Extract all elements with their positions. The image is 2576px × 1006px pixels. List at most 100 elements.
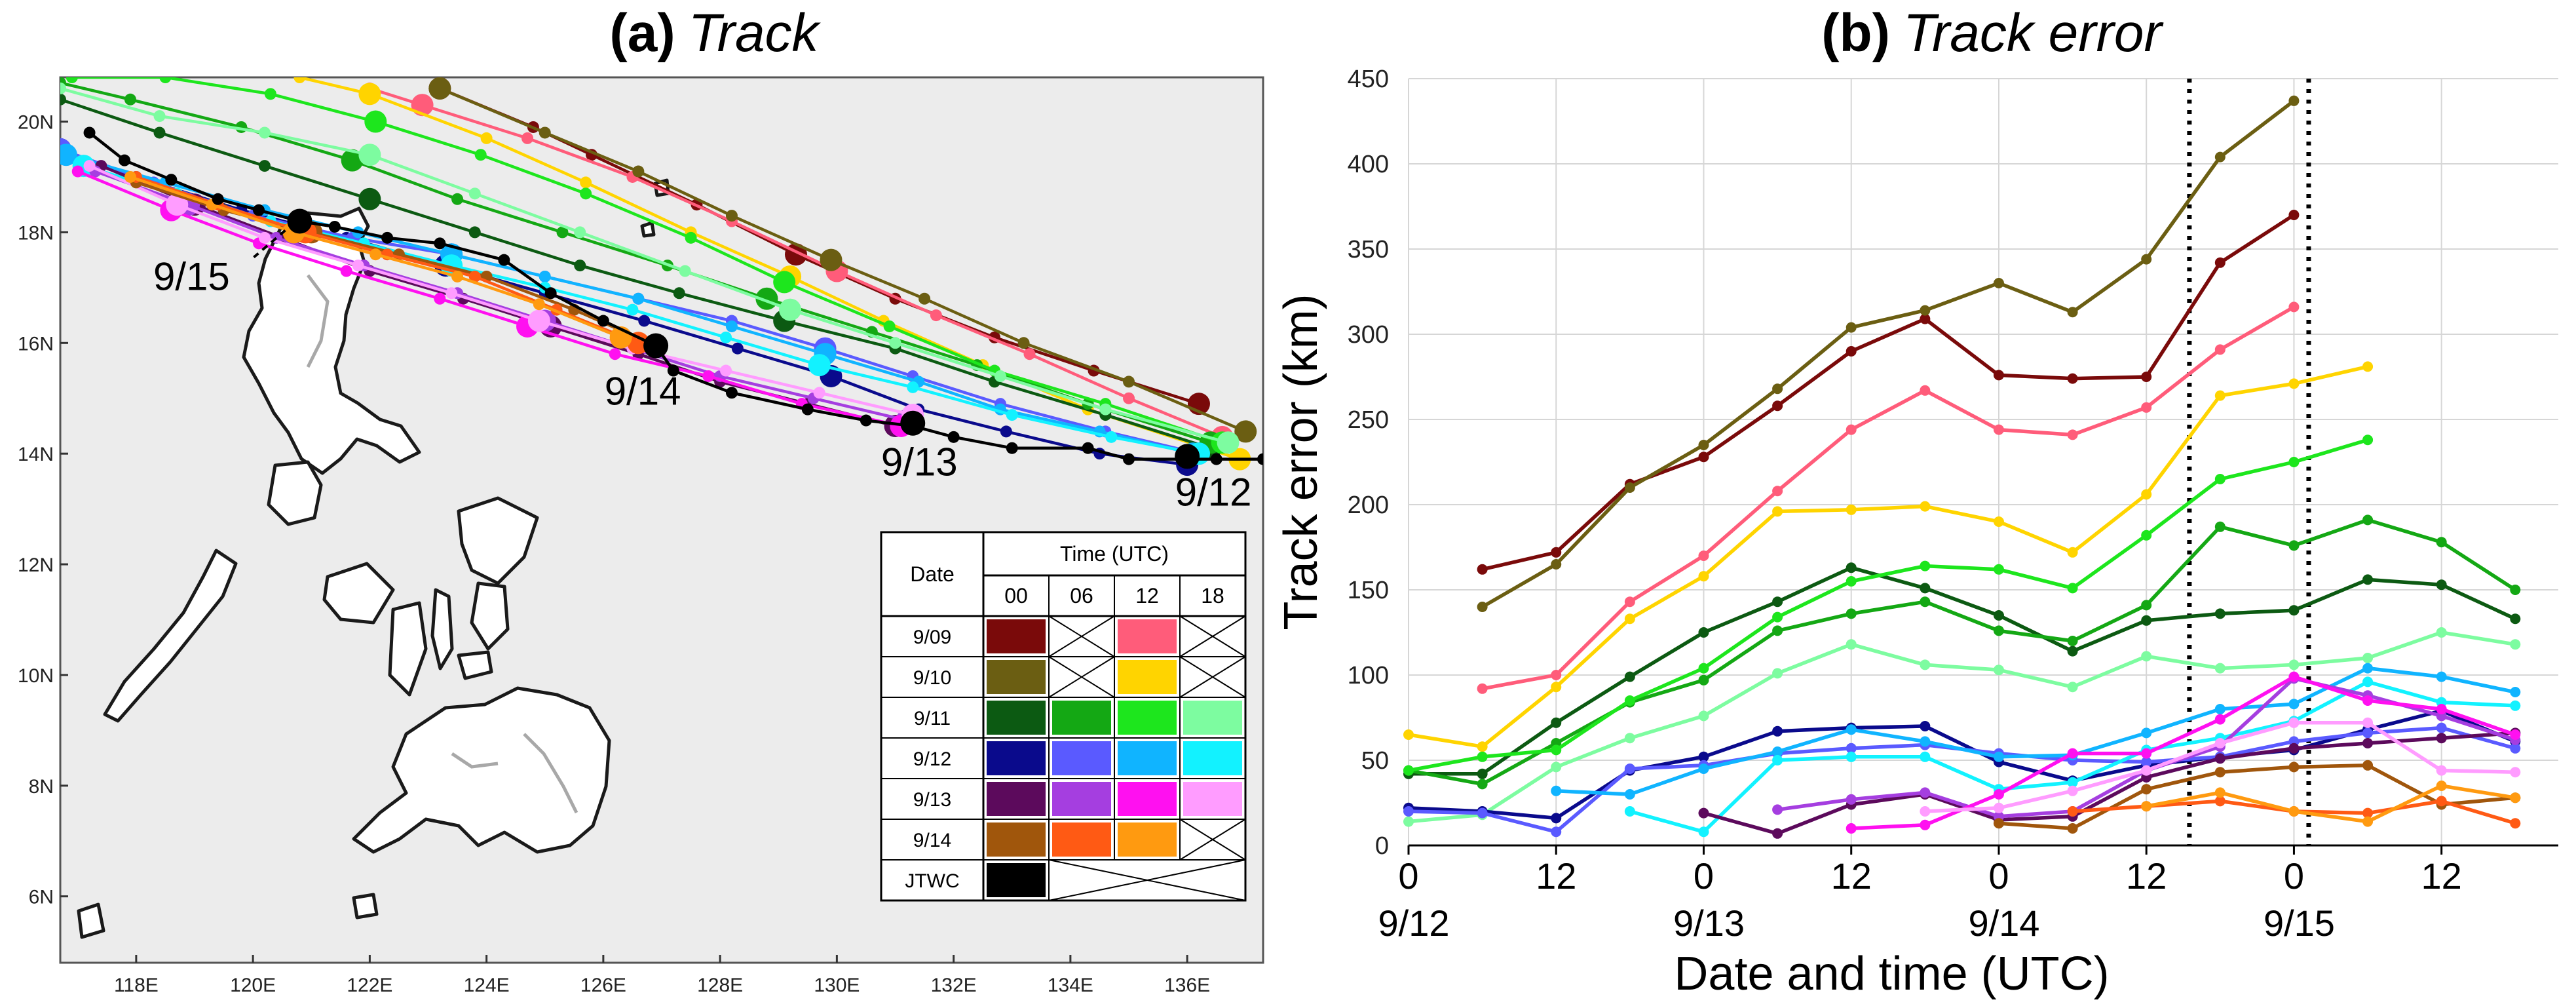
track-point-jtwc (381, 231, 394, 244)
land-negros (388, 601, 428, 697)
error-line-9-10-12 (1408, 364, 2368, 748)
y-tick-label-100: 100 (1348, 662, 1389, 689)
error-point-9-10-12 (2214, 390, 2226, 401)
panel-b-label: (b) (1821, 3, 1890, 63)
track-9-10-00 (428, 77, 1257, 443)
error-point-9-14-12 (2510, 792, 2521, 803)
error-line-9-14-12 (2146, 784, 2516, 824)
track-point-jtwc (253, 204, 265, 216)
track-point-9-10-00 (1234, 420, 1257, 443)
legend-time-18: 18 (1201, 584, 1224, 608)
error-point-9-11-18 (1993, 665, 2004, 676)
error-point-9-10-12 (1551, 682, 1562, 693)
error-point-9-12-06 (1551, 826, 1562, 838)
legend-swatch-9-11-00 (987, 701, 1046, 735)
track-point-9-11-00 (60, 93, 66, 106)
x-tick-label-3: 12 (1831, 855, 1872, 897)
error-point-9-11-00 (2362, 574, 2374, 585)
track-line-9-13-18 (88, 164, 913, 417)
track-point-9-11-00 (358, 187, 381, 210)
error-series-9-14-12 (2141, 781, 2521, 827)
error-point-9-09-12 (1846, 424, 1857, 435)
x-axis-label: Date and time (UTC) (1674, 948, 2109, 1000)
track-point-9-11-12 (364, 110, 387, 133)
error-point-9-12-00 (1698, 751, 1709, 762)
legend-swatch-9-14-06 (1052, 822, 1111, 857)
track-legend-table: Date Time (UTC) 00 06 12 18 9/09 9/10 9/11 9/12 9/… (880, 531, 1247, 902)
error-point-9-14-06 (2362, 807, 2374, 819)
error-point-9-13-12 (2214, 714, 2226, 725)
track-point-9-09-12 (930, 309, 942, 322)
error-point-9-10-00 (1551, 559, 1562, 570)
inland-contour-2 (523, 733, 578, 814)
error-point-9-11-06 (1477, 779, 1488, 790)
error-point-9-14-00 (2362, 760, 2374, 771)
track-point-9-12-18 (1006, 409, 1018, 421)
error-point-9-09-00 (1846, 346, 1857, 357)
land-samar (457, 496, 539, 585)
error-point-9-13-00 (2214, 753, 2226, 764)
error-point-9-12-12 (2436, 671, 2447, 682)
error-point-9-09-12 (1920, 385, 1931, 396)
error-point-9-14-12 (2214, 787, 2226, 798)
track-point-9-13-12 (340, 265, 352, 277)
error-point-9-09-00 (1920, 313, 1931, 324)
date-annotation-9-13: 9/13 (881, 440, 958, 484)
error-point-9-12-12 (1993, 751, 2004, 762)
error-point-9-10-12 (1772, 506, 1783, 517)
error-point-9-11-12 (2288, 457, 2300, 467)
y-tick-label-400: 400 (1348, 151, 1389, 178)
x-tick-label-122: 122E (347, 975, 392, 996)
track-point-jtwc (725, 387, 738, 399)
error-point-9-10-12 (2141, 489, 2152, 500)
error-point-9-11-18 (2362, 653, 2374, 663)
error-point-9-13-00 (2362, 738, 2374, 748)
error-point-9-12-18 (2067, 777, 2078, 788)
error-point-9-11-00 (2288, 605, 2300, 616)
error-line-9-09-12 (1482, 305, 2295, 691)
date-label-9-12: 9/12 (1378, 902, 1450, 944)
track-point-9-13-12 (71, 165, 84, 178)
track-point-9-13-12 (702, 370, 715, 382)
legend-na-cross (1179, 819, 1246, 861)
track-date-annotations: 9/12 9/13 9/14 9/15 (153, 229, 1252, 514)
legend-na-cross (1048, 656, 1115, 698)
y-tick-label-250: 250 (1348, 406, 1389, 434)
error-point-9-09-12 (2288, 301, 2300, 313)
land-mindoro (267, 460, 323, 526)
error-point-9-11-18 (1551, 762, 1562, 773)
track-point-9-12-18 (907, 381, 919, 393)
legend-swatch-9-11-12 (1118, 701, 1177, 735)
error-point-9-12-06 (2141, 756, 2152, 767)
error-line-9-14-00 (1998, 764, 2516, 830)
track-line-9-11-00 (60, 98, 1211, 450)
x-tick-label-5: 12 (2126, 855, 2167, 897)
track-point-9-10-00 (539, 126, 551, 139)
error-point-9-11-06 (2288, 540, 2300, 551)
error-line-9-11-00 (1409, 566, 2516, 776)
error-point-9-12-12 (2141, 727, 2152, 739)
x-tick-label-6: 0 (2284, 855, 2304, 897)
track-point-9-09-12 (521, 132, 534, 144)
panel-b-title: (b) Track error (1821, 3, 2164, 63)
track-point-9-12-00 (638, 315, 651, 327)
error-point-9-11-12 (1551, 745, 1562, 756)
error-point-9-09-12 (1477, 683, 1488, 694)
error-point-9-11-06 (1846, 608, 1857, 619)
error-point-9-12-12 (1624, 789, 1635, 800)
error-point-9-13-18 (2436, 765, 2447, 776)
track-point-9-11-18 (679, 265, 691, 277)
y-tick-label-150: 150 (1348, 577, 1389, 604)
error-point-9-12-06 (2436, 722, 2447, 733)
error-point-9-10-12 (2288, 378, 2300, 389)
error-point-9-11-18 (2288, 659, 2300, 670)
error-point-9-09-00 (2141, 372, 2152, 382)
map-axes: 118E 120E 122E 124E 126E 128E 130E 132E 134E 136E… (18, 112, 1210, 996)
error-series-9-10-12 (1403, 361, 2374, 752)
error-point-9-12-12 (1920, 736, 1931, 747)
track-point-9-11-18 (60, 82, 66, 94)
track-point-9-12-18 (720, 331, 732, 343)
track-point-jtwc (119, 154, 131, 166)
error-point-9-09-12 (1772, 486, 1783, 497)
